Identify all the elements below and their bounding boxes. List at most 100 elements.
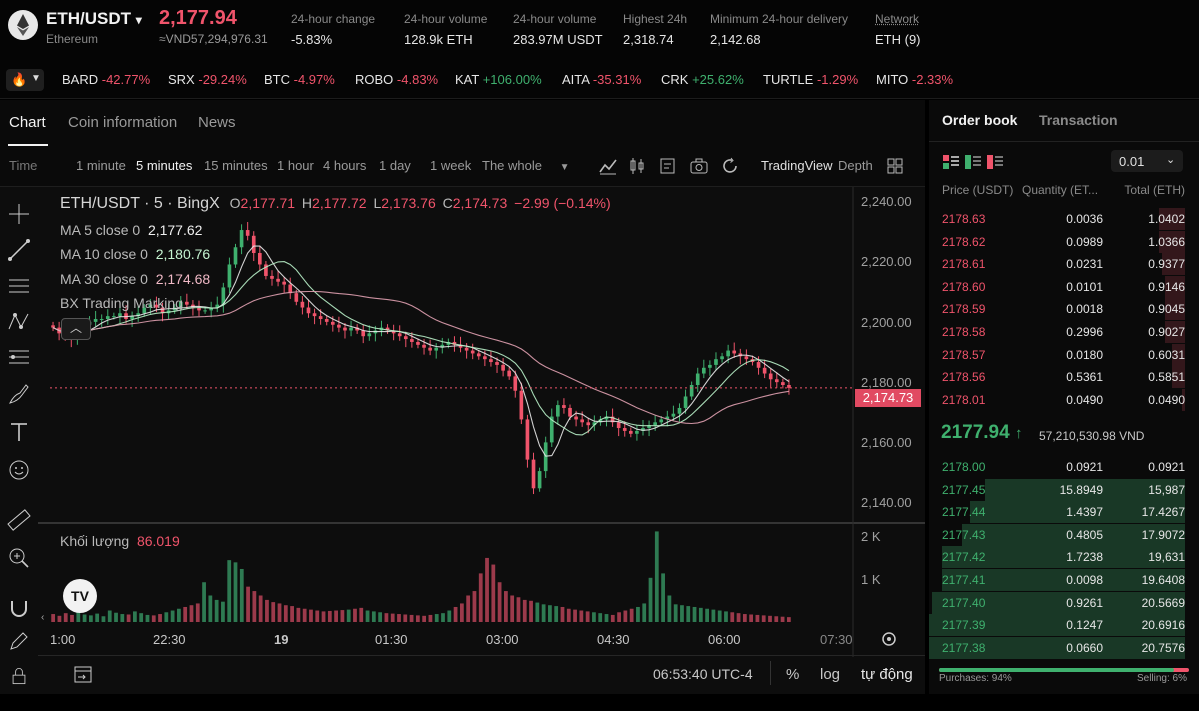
timeframe-15m[interactable]: 15 minutes xyxy=(204,158,268,173)
settings-icon[interactable] xyxy=(879,629,899,649)
ticker-item-aita[interactable]: AITA -35.31% xyxy=(562,72,642,87)
auto-scale-toggle[interactable]: tự động xyxy=(861,666,913,683)
ma5-line xyxy=(52,245,790,457)
ask-row[interactable]: 2178.63 0.0036 1.0402 xyxy=(929,208,1199,230)
row-quantity: 0.0921 xyxy=(1066,460,1103,474)
trend-line-icon[interactable] xyxy=(6,237,32,263)
candle-body xyxy=(787,385,791,388)
date-range-icon[interactable] xyxy=(72,663,94,685)
fib-icon[interactable] xyxy=(6,345,32,371)
ask-row[interactable]: 2178.61 0.0231 0.9377 xyxy=(929,253,1199,276)
bid-row[interactable]: 2177.38 0.0660 20.7576 xyxy=(929,636,1199,659)
timeframe-1d[interactable]: 1 day xyxy=(379,158,411,173)
ask-row[interactable]: 2178.57 0.0180 0.6031 xyxy=(929,343,1199,366)
crosshair-icon[interactable] xyxy=(6,201,32,227)
volume-bar xyxy=(598,613,603,622)
indicators-icon[interactable] xyxy=(597,155,619,177)
ask-row[interactable]: 2178.62 0.0989 1.0366 xyxy=(929,230,1199,253)
template-icon[interactable] xyxy=(657,155,679,177)
emoji-icon[interactable] xyxy=(6,457,32,483)
candle-type-icon[interactable] xyxy=(626,155,648,177)
precision-select[interactable]: 0.01 ⌄ xyxy=(1111,150,1183,172)
tab-news[interactable]: News xyxy=(198,114,236,131)
ask-row[interactable]: 2178.56 0.5361 0.5851 xyxy=(929,366,1199,389)
pencil-lock-icon[interactable] xyxy=(6,629,32,655)
ticker-item-crk[interactable]: CRK +25.62% xyxy=(661,72,744,87)
view-bids-icon[interactable] xyxy=(965,155,981,169)
view-both-icon[interactable] xyxy=(943,155,959,169)
timeframe-4h[interactable]: 4 hours xyxy=(323,158,367,173)
candle-body xyxy=(635,430,639,434)
percent-scale-toggle[interactable]: % xyxy=(786,666,800,683)
scroll-left-icon[interactable]: ‹ xyxy=(41,612,45,623)
brush-icon[interactable] xyxy=(6,381,32,407)
y-tick: 2,200.00 xyxy=(861,315,912,330)
volume-bar xyxy=(183,606,188,622)
timeframe-5m[interactable]: 5 minutes xyxy=(136,158,193,173)
timeframe-1m[interactable]: 1 minute xyxy=(76,158,126,173)
ticker-item-turtle[interactable]: TURTLE -1.29% xyxy=(763,72,859,87)
tab-transaction[interactable]: Transaction xyxy=(1039,112,1118,128)
volume-bar xyxy=(673,604,678,622)
tradingview-toggle[interactable]: TradingView xyxy=(761,158,833,173)
ticker-item-bard[interactable]: BARD -42.77% xyxy=(62,72,151,87)
volume-bar xyxy=(529,600,533,622)
zoom-in-icon[interactable] xyxy=(6,545,32,571)
collapse-legend-button[interactable]: ︿ xyxy=(61,318,91,340)
tab-order-book[interactable]: Order book xyxy=(942,112,1018,128)
log-scale-toggle[interactable]: log xyxy=(820,666,841,683)
chart-plot-area[interactable]: ETH/USDT · 5 · BingX O2,177.71 H2,177.72… xyxy=(0,186,925,695)
ruler-icon[interactable] xyxy=(6,507,32,533)
volume-bar xyxy=(346,609,351,622)
stat-value-high-24h: 2,318.74 xyxy=(623,32,674,47)
bid-row[interactable]: 2177.40 0.9261 20.5669 xyxy=(929,591,1199,614)
horizontal-lines-icon[interactable] xyxy=(6,273,32,299)
bid-row[interactable]: 2177.45 15.8949 15,987 xyxy=(929,478,1199,501)
ticker-item-robo[interactable]: ROBO -4.83% xyxy=(355,72,439,87)
ask-row[interactable]: 2178.59 0.0018 0.9045 xyxy=(929,298,1199,321)
bid-row[interactable]: 2178.00 0.0921 0.0921 xyxy=(929,456,1199,478)
stat-label-network[interactable]: Network xyxy=(875,12,920,26)
camera-icon[interactable] xyxy=(688,155,710,177)
tradingview-logo-icon[interactable]: TV xyxy=(63,579,97,613)
tab-chart[interactable]: Chart xyxy=(9,114,46,131)
volume-bar xyxy=(70,614,74,622)
hot-filter-button[interactable]: 🔥 ▼ xyxy=(6,69,44,91)
depth-toggle[interactable]: Depth xyxy=(838,158,873,173)
pattern-icon[interactable] xyxy=(6,309,32,335)
timeframe-1w[interactable]: 1 week xyxy=(430,158,472,173)
bid-row[interactable]: 2177.39 0.1247 20.6916 xyxy=(929,614,1199,637)
candle-body xyxy=(574,416,578,420)
volume-bar xyxy=(296,607,301,622)
candle-body xyxy=(580,419,584,423)
pair-selector[interactable]: ETH/USDT ▾ xyxy=(46,9,142,29)
price-chart[interactable] xyxy=(38,187,925,657)
tab-coin-information[interactable]: Coin information xyxy=(68,114,178,131)
lock-icon[interactable] xyxy=(6,665,32,687)
layout-grid-icon[interactable] xyxy=(884,155,906,177)
bid-row[interactable]: 2177.41 0.0098 19.6408 xyxy=(929,569,1199,591)
ticker-item-srx[interactable]: SRX -29.24% xyxy=(168,72,247,87)
volume-bar xyxy=(510,595,515,622)
ask-row[interactable]: 2178.01 0.0490 0.0490 xyxy=(929,388,1199,411)
view-asks-icon[interactable] xyxy=(987,155,1003,169)
ask-row[interactable]: 2178.58 0.2996 0.9027 xyxy=(929,321,1199,343)
bid-row[interactable]: 2177.42 1.7238 19,631 xyxy=(929,546,1199,569)
timeframe-all[interactable]: The whole ▼ xyxy=(482,158,570,173)
ticker-item-kat[interactable]: KAT +106.00% xyxy=(455,72,542,87)
ticker-item-mito[interactable]: MITO -2.33% xyxy=(876,72,954,87)
row-price: 2177.44 xyxy=(942,505,986,520)
text-tool-icon[interactable] xyxy=(6,419,32,445)
bid-row[interactable]: 2177.43 0.4805 17.9072 xyxy=(929,523,1199,546)
candle-body xyxy=(312,313,317,317)
bid-row[interactable]: 2177.44 1.4397 17.4267 xyxy=(929,501,1199,524)
ticker-item-btc[interactable]: BTC -4.97% xyxy=(264,72,335,87)
magnet-icon[interactable] xyxy=(6,595,32,621)
ask-row[interactable]: 2178.60 0.0101 0.9146 xyxy=(929,275,1199,298)
volume-bar xyxy=(164,612,169,622)
volume-bar xyxy=(711,609,716,622)
timeframe-1h[interactable]: 1 hour xyxy=(277,158,314,173)
volume-bar xyxy=(82,614,87,622)
volume-bar xyxy=(271,602,276,622)
refresh-icon[interactable] xyxy=(719,155,741,177)
